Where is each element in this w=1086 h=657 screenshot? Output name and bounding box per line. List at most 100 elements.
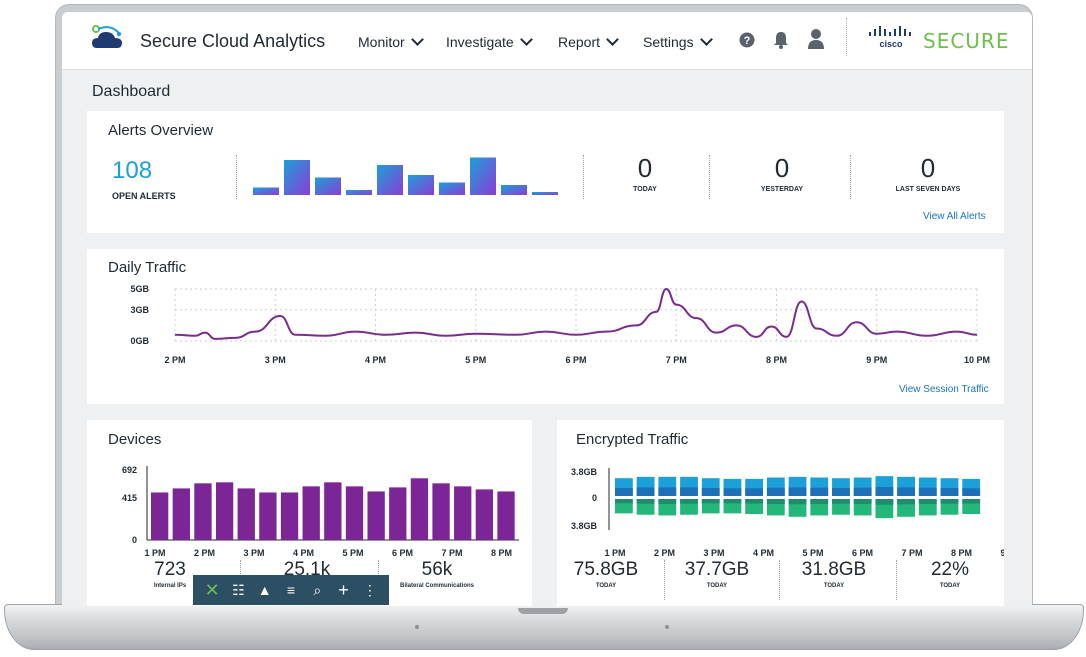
stat-seven-days-value[interactable]: 0 (920, 153, 936, 183)
page-title: Dashboard (92, 83, 171, 100)
devices-bar[interactable] (432, 483, 450, 540)
x-tick-label: 3 PM (703, 548, 724, 558)
alert-bar[interactable] (408, 175, 434, 195)
encrypted-metric-4-value[interactable]: 22% (930, 559, 970, 580)
nav-settings[interactable]: Settings (643, 32, 713, 50)
encrypted-lower-bar-segment (962, 499, 981, 504)
header-divider (846, 18, 847, 56)
x-tick-label: 8 PM (951, 548, 972, 558)
bell-icon[interactable] (772, 30, 790, 50)
secure-wordmark: SECURE (923, 29, 1010, 53)
alert-bar[interactable] (284, 160, 310, 195)
x-tick-label: 7 PM (441, 548, 462, 558)
traffic-series-line[interactable] (174, 287, 978, 340)
alert-bar[interactable] (470, 157, 496, 196)
divider (664, 560, 665, 600)
list-icon[interactable]: ≡ (286, 582, 296, 598)
stat-yesterday-value[interactable]: 0 (774, 153, 790, 183)
laptop-base-dot (415, 625, 419, 629)
drag-handle-icon[interactable]: ⋮ (362, 581, 377, 598)
devices-bar[interactable] (194, 483, 212, 540)
card-title: Alerts Overview (108, 122, 214, 139)
devices-bar[interactable] (367, 491, 385, 540)
devices-bar[interactable] (475, 489, 494, 540)
laptop-notch (518, 608, 568, 614)
y-tick-label: 3.8GB (571, 521, 598, 531)
close-x-icon[interactable]: ✕ (204, 579, 220, 600)
help-icon[interactable]: ? (739, 32, 755, 48)
chevron-down-icon (606, 32, 619, 46)
nav-label: Monitor (358, 34, 405, 50)
search-window-icon[interactable]: ⌕ (313, 581, 322, 598)
devices-bar[interactable] (345, 486, 364, 540)
encrypted-traffic-bar-chart: 3.8GB 0 3.8GB 1 PM 2 PM 3 PM 4 PM 5 PM 6 PM 7 PM 8… (571, 467, 1004, 558)
devices-bar[interactable] (497, 491, 515, 540)
alert-bar[interactable] (377, 165, 403, 195)
view-all-alerts-link[interactable]: View All Alerts (923, 211, 986, 222)
devices-bar[interactable] (172, 488, 190, 540)
encrypted-metric-2-value[interactable]: 37.7GB (684, 559, 750, 580)
view-session-traffic-link[interactable]: View Session Traffic (899, 384, 989, 395)
devices-bar[interactable] (151, 492, 169, 540)
y-tick-label: 3GB (130, 305, 149, 315)
alert-bar[interactable] (501, 185, 527, 195)
devices-metric-value[interactable]: 25.1k (283, 559, 331, 580)
alert-bar[interactable] (253, 187, 279, 196)
devices-bar[interactable] (389, 487, 407, 540)
bell-icon[interactable]: ▲ (257, 582, 272, 598)
alerts-bar-chart (253, 157, 558, 196)
cisco-logo-icon: cisco (869, 26, 911, 49)
encrypted-upper-bar-segment (723, 488, 742, 496)
encrypted-metric-3-label: TODAY (823, 583, 845, 589)
devices-bar[interactable] (454, 486, 472, 540)
user-icon[interactable] (807, 28, 825, 50)
nav-monitor[interactable]: Monitor (358, 32, 424, 50)
devices-bar[interactable] (302, 486, 320, 540)
encrypted-lower-bar-segment (940, 499, 959, 504)
devices-bar[interactable] (237, 488, 255, 540)
y-tick-label: 3.8GB (571, 467, 598, 477)
app-screen: Secure Cloud Analytics Monitor Investiga… (62, 12, 1032, 606)
devices-bar-chart: 692 415 0 1 PM 2 PM 3 PM 4 PM 5 PM 6 PM 7 PM 8 PM (122, 465, 519, 558)
x-tick-label: 10 PM (964, 355, 990, 365)
nav-investigate[interactable]: Investigate (446, 32, 533, 50)
devices-bar[interactable] (324, 482, 342, 540)
divider (779, 560, 780, 600)
devices-bar[interactable] (280, 492, 299, 540)
internal-ips-label: Internal IPs (153, 583, 187, 589)
grid-icon[interactable]: ☷ (232, 581, 245, 598)
stat-today-value[interactable]: 0 (637, 153, 653, 183)
alert-bar[interactable] (439, 182, 465, 196)
internal-ips-value[interactable]: 723 (154, 559, 186, 580)
chevron-down-icon (519, 32, 533, 46)
open-alerts-count[interactable]: 108 (112, 157, 153, 184)
encrypted-lower-bar-segment (832, 499, 850, 504)
alert-bar[interactable] (315, 177, 341, 196)
app-title: Secure Cloud Analytics (140, 31, 326, 51)
alert-bar[interactable] (346, 190, 372, 195)
x-tick-label: 5 PM (342, 548, 363, 558)
encrypted-lower-bar-segment (723, 499, 742, 504)
encrypted-metric-1-value[interactable]: 75.8GB (573, 559, 639, 580)
devices-bar[interactable] (410, 478, 429, 540)
devices-bar[interactable] (259, 492, 277, 540)
nav-report[interactable]: Report (558, 32, 619, 50)
divider (236, 155, 237, 199)
encrypted-metric-3-value[interactable]: 31.8GB (801, 559, 867, 580)
encrypted-upper-bar-segment (658, 487, 677, 496)
plus-icon[interactable]: + (338, 579, 349, 600)
encrypted-lower-bar-segment (658, 499, 677, 504)
bilateral-communications-value[interactable]: 56k (421, 559, 453, 580)
devices-bar[interactable] (215, 482, 234, 540)
encrypted-upper-bar-segment (897, 487, 915, 496)
encrypted-upper-bar-segment (636, 487, 655, 496)
stat-yesterday-label: YESTERDAY (760, 186, 804, 193)
alert-bar[interactable] (532, 192, 558, 195)
cisco-wordmark: cisco (879, 39, 903, 49)
x-tick-label: 2 PM (164, 355, 185, 365)
y-tick-label: 0GB (130, 336, 149, 346)
cloud-logo-icon[interactable] (88, 22, 128, 58)
x-tick-label: 2 PM (654, 548, 675, 558)
chevron-down-icon (410, 32, 424, 46)
encrypted-lower-bar-segment (918, 499, 937, 504)
